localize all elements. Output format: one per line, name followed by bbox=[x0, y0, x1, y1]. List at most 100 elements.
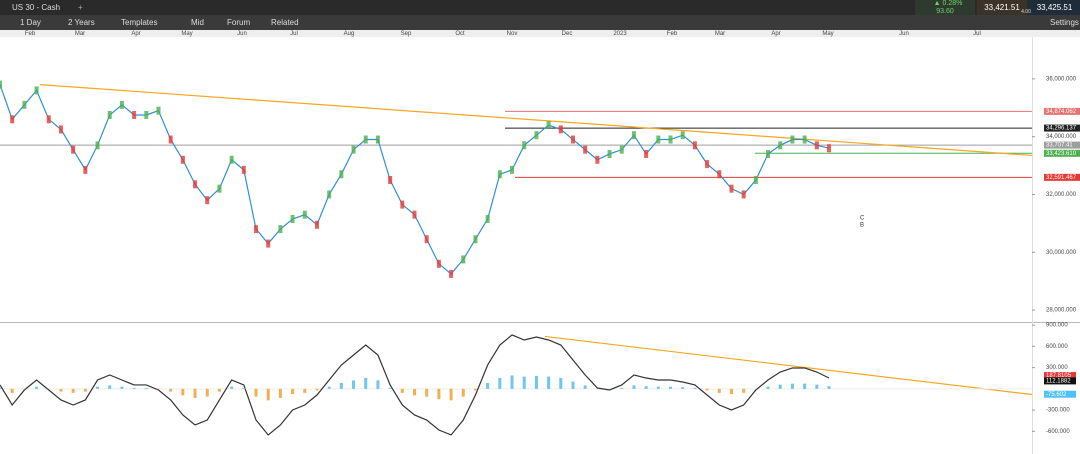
y-tick-label: 900.000 bbox=[1046, 323, 1068, 329]
histogram-bar bbox=[278, 388, 282, 398]
histogram-bar bbox=[181, 388, 185, 396]
x-tick-label: Sep bbox=[401, 31, 412, 37]
level-label: 33,707.41 bbox=[1046, 143, 1073, 149]
candle bbox=[363, 135, 368, 144]
level-label: 32,591.467 bbox=[1046, 175, 1077, 181]
value-tag-label: 187.8105 bbox=[1046, 373, 1072, 379]
candle bbox=[790, 135, 795, 144]
candle bbox=[132, 110, 137, 119]
histogram-bar bbox=[656, 386, 660, 389]
x-tick-label: May bbox=[181, 31, 192, 37]
x-tick-label: Apr bbox=[131, 31, 140, 37]
candle bbox=[302, 210, 307, 219]
add-tab[interactable]: + bbox=[78, 3, 83, 12]
x-tick-label: Feb bbox=[667, 31, 678, 37]
histogram-bar bbox=[59, 388, 63, 392]
candle bbox=[753, 175, 758, 184]
level-label: 34,874.062 bbox=[1046, 109, 1077, 115]
candle bbox=[436, 259, 441, 268]
candle bbox=[644, 149, 649, 158]
candle bbox=[656, 135, 661, 144]
histogram-bar bbox=[339, 382, 343, 389]
candle bbox=[254, 225, 259, 234]
candle bbox=[729, 184, 734, 193]
histogram-bar bbox=[96, 386, 100, 389]
histogram-bar bbox=[83, 388, 87, 392]
value-tag-label: -75.602 bbox=[1046, 392, 1067, 398]
candle bbox=[193, 180, 198, 189]
time-axis bbox=[0, 30, 1080, 37]
interval[interactable]: 1 Day bbox=[20, 18, 41, 27]
x-tick-label: Oct bbox=[455, 31, 465, 37]
trendline bbox=[544, 335, 1033, 396]
histogram-bar bbox=[681, 387, 685, 389]
symbol[interactable]: US 30 - Cash bbox=[12, 3, 61, 12]
candle bbox=[461, 255, 466, 264]
candle bbox=[705, 160, 710, 169]
x-tick-label: 2023 bbox=[613, 31, 627, 37]
histogram-bar bbox=[510, 375, 514, 389]
histogram-bar bbox=[522, 376, 526, 389]
buy[interactable]: 33,425.51 bbox=[1029, 0, 1080, 15]
candle bbox=[351, 145, 356, 154]
histogram-bar bbox=[693, 387, 697, 389]
x-tick-label: Jun bbox=[237, 31, 247, 37]
toolbar-button[interactable]: Forum bbox=[227, 18, 251, 27]
x-tick-label: Jul bbox=[973, 31, 981, 37]
candle bbox=[156, 106, 161, 115]
candle bbox=[327, 190, 332, 199]
histogram-bar bbox=[632, 385, 636, 389]
histogram-bar bbox=[498, 377, 502, 389]
histogram-bar bbox=[571, 381, 575, 389]
histogram-bar bbox=[10, 388, 14, 393]
candle bbox=[119, 100, 124, 109]
level-tag bbox=[1044, 124, 1080, 132]
histogram-bar bbox=[364, 377, 368, 389]
histogram-bar bbox=[669, 386, 673, 389]
candle bbox=[314, 220, 319, 229]
y-tick-label: 30,000.000 bbox=[1046, 250, 1077, 256]
candle bbox=[497, 170, 502, 179]
tool-bar: 1 Day 2 Years Templates Mid Forum Relate… bbox=[0, 15, 1080, 30]
histogram-bar bbox=[352, 380, 356, 389]
candle bbox=[827, 144, 831, 153]
value-tag bbox=[1044, 390, 1076, 398]
histogram-bar bbox=[193, 388, 197, 398]
toolbar-button[interactable]: Related bbox=[271, 18, 299, 27]
annotation: B bbox=[860, 223, 864, 229]
candle bbox=[388, 175, 393, 184]
toolbar-button[interactable]: Templates bbox=[121, 18, 158, 27]
x-tick-label: Aug bbox=[344, 31, 355, 37]
candle bbox=[266, 239, 271, 248]
candle bbox=[717, 170, 722, 179]
histogram-bar bbox=[291, 388, 295, 395]
y-tick-label: 32,000.000 bbox=[1046, 192, 1077, 198]
histogram-bar bbox=[376, 380, 380, 389]
sell[interactable]: 33,421.51 bbox=[977, 0, 1027, 15]
change-box: ▲ 0.28% 93.60 bbox=[915, 0, 975, 15]
toolbar-button[interactable]: Mid bbox=[191, 18, 204, 27]
candle bbox=[570, 135, 575, 144]
x-tick-label: Feb bbox=[25, 31, 36, 37]
candle bbox=[546, 121, 551, 130]
histogram-bar bbox=[108, 385, 112, 389]
range[interactable]: 2 Years bbox=[68, 18, 95, 27]
histogram-bar bbox=[778, 384, 782, 389]
candle bbox=[619, 145, 624, 154]
y-tick-label: 34,000.000 bbox=[1046, 134, 1077, 140]
candle bbox=[71, 145, 76, 154]
histogram-bar bbox=[35, 386, 39, 389]
candle bbox=[583, 145, 588, 154]
candle bbox=[58, 125, 63, 134]
candle bbox=[510, 165, 515, 174]
candle bbox=[290, 215, 295, 224]
price-line bbox=[0, 84, 830, 275]
settings[interactable]: Settings bbox=[1050, 18, 1079, 27]
value-tag bbox=[1044, 372, 1076, 380]
candle bbox=[485, 215, 490, 224]
candle bbox=[534, 131, 539, 140]
candle bbox=[473, 235, 478, 244]
level-tag bbox=[1044, 107, 1080, 115]
histogram-bar bbox=[120, 386, 124, 389]
candle bbox=[668, 135, 673, 144]
